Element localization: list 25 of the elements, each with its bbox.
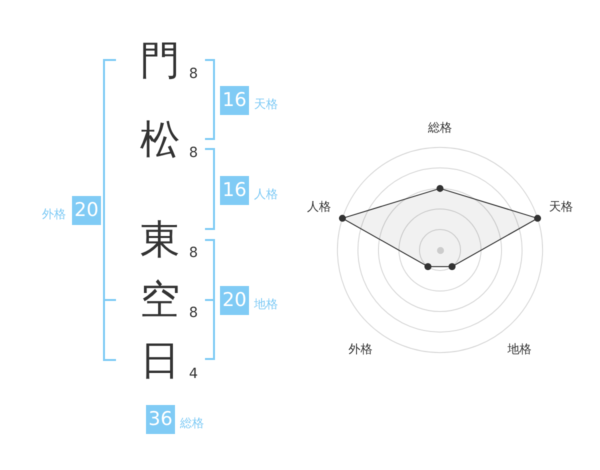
data-label: 36 [146, 405, 175, 434]
data-label: 20 [72, 196, 101, 225]
category-label: 地格 [254, 297, 278, 311]
category-label: 日 [139, 338, 181, 384]
data-label: 8 [189, 66, 198, 82]
category-label: 総格 [180, 416, 204, 430]
data-label: 16 [220, 176, 249, 205]
spoke-label: 総格 [427, 120, 452, 134]
data-label: 4 [189, 366, 198, 382]
category-label: 門 [139, 38, 181, 84]
spoke-label: 天格 [548, 200, 573, 214]
category-label: 空 [139, 277, 181, 323]
spoke-label: 外格 [348, 342, 373, 356]
data-label: 20 [220, 286, 249, 315]
data-label: 16 [220, 86, 249, 115]
data-label: 8 [189, 245, 198, 261]
data-label: 8 [189, 305, 198, 321]
spoke-label: 地格 [506, 342, 532, 356]
category-label: 東 [139, 217, 181, 263]
category-label: 外格 [41, 207, 66, 221]
category-label: 天格 [254, 97, 278, 111]
spoke-label: 人格 [307, 200, 332, 214]
data-label: 8 [189, 145, 198, 161]
category-label: 人格 [254, 187, 278, 201]
category-label: 松 [139, 117, 181, 163]
